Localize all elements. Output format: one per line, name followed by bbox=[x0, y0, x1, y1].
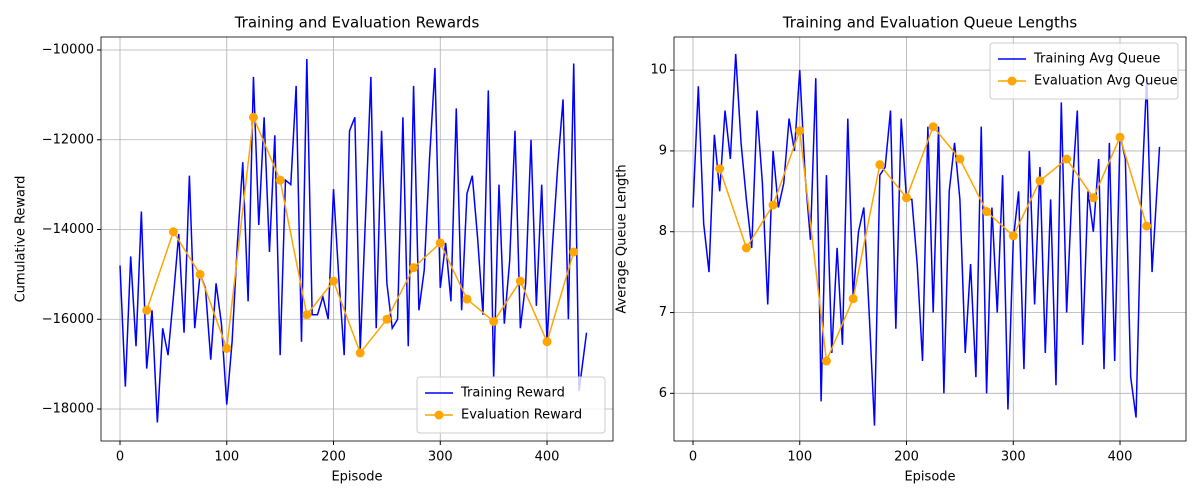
y-tick-label: −14000 bbox=[42, 222, 94, 237]
point bbox=[142, 305, 152, 315]
point bbox=[435, 238, 445, 248]
x-tick-label: 400 bbox=[1108, 450, 1133, 465]
point bbox=[382, 314, 392, 324]
point bbox=[489, 317, 499, 327]
x-tick-label: 300 bbox=[428, 450, 453, 465]
point bbox=[542, 337, 552, 347]
legend-marker bbox=[1007, 76, 1017, 86]
y-axis-label: Cumulative Reward bbox=[14, 176, 29, 303]
x-axis-label: Episode bbox=[331, 470, 382, 485]
x-tick-label: 100 bbox=[214, 450, 239, 465]
point bbox=[741, 243, 751, 253]
y-tick-label: 7 bbox=[659, 305, 667, 320]
y-tick-label: −10000 bbox=[42, 43, 94, 58]
x-tick-label: 100 bbox=[787, 450, 812, 465]
point bbox=[302, 310, 312, 320]
point bbox=[1008, 231, 1018, 241]
point bbox=[409, 263, 419, 273]
legend-label: Training Reward bbox=[460, 386, 565, 401]
chart-title: Training and Evaluation Rewards bbox=[234, 14, 480, 32]
series-line bbox=[145, 114, 575, 355]
point bbox=[275, 175, 285, 185]
x-tick-label: 200 bbox=[894, 450, 919, 465]
point bbox=[329, 276, 339, 286]
point bbox=[902, 193, 912, 203]
x-tick-label: 0 bbox=[116, 450, 124, 465]
y-tick-label: −12000 bbox=[42, 132, 94, 147]
subplot: 0 100 200 300 400 6 7 8 9 10 Training and Evaluati… bbox=[615, 14, 1187, 485]
point bbox=[795, 126, 805, 136]
point bbox=[982, 207, 992, 217]
y-tick-label: −16000 bbox=[42, 312, 94, 327]
y-tick-label: 8 bbox=[659, 224, 667, 239]
y-tick-label: 6 bbox=[659, 386, 667, 401]
series-line bbox=[119, 58, 588, 423]
point bbox=[355, 348, 365, 358]
x-tick-label: 200 bbox=[321, 450, 346, 465]
legend-label: Evaluation Avg Queue bbox=[1034, 74, 1178, 89]
point bbox=[768, 200, 778, 210]
point bbox=[168, 227, 178, 237]
y-axis-label: Average Queue Length bbox=[615, 164, 630, 313]
point bbox=[821, 356, 831, 366]
point bbox=[955, 154, 965, 164]
point bbox=[1035, 176, 1045, 186]
point bbox=[1142, 221, 1152, 231]
chart-title: Training and Evaluation Queue Lengths bbox=[782, 14, 1078, 32]
legend-box bbox=[416, 376, 606, 434]
point bbox=[928, 122, 938, 132]
plot-frame bbox=[100, 36, 614, 442]
subplot: 0 100 200 300 400 −18000 −16000 −14000 −12000 −10… bbox=[14, 14, 614, 485]
point bbox=[222, 343, 232, 353]
legend-marker bbox=[434, 410, 444, 420]
legend-label: Training Avg Queue bbox=[1033, 52, 1160, 67]
point bbox=[462, 294, 472, 304]
legend-box bbox=[989, 42, 1179, 100]
plot-frame bbox=[673, 36, 1187, 442]
point bbox=[1062, 154, 1072, 164]
point bbox=[848, 294, 858, 304]
y-tick-label: 10 bbox=[650, 63, 667, 78]
point bbox=[1088, 193, 1098, 203]
x-tick-label: 400 bbox=[535, 450, 560, 465]
point bbox=[1115, 132, 1125, 142]
x-axis-label: Episode bbox=[904, 470, 955, 485]
point bbox=[515, 276, 525, 286]
x-tick-label: 0 bbox=[689, 450, 697, 465]
point bbox=[715, 164, 725, 174]
y-tick-label: 9 bbox=[659, 143, 667, 158]
series-line bbox=[692, 53, 1161, 426]
point bbox=[195, 269, 205, 279]
y-tick-label: −18000 bbox=[42, 402, 94, 417]
legend-label: Evaluation Reward bbox=[461, 408, 582, 423]
point bbox=[248, 112, 258, 122]
x-tick-label: 300 bbox=[1001, 450, 1026, 465]
point bbox=[875, 160, 885, 170]
point bbox=[569, 247, 579, 257]
